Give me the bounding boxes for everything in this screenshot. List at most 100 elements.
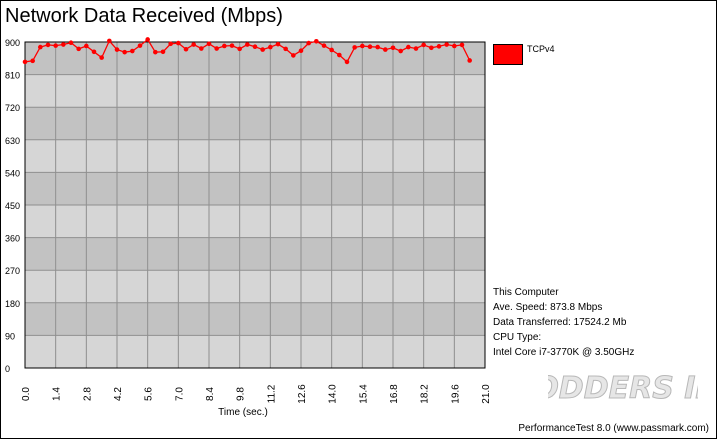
data-point xyxy=(452,43,457,49)
test-info-panel: This Computer Ave. Speed: 873.8 Mbps Dat… xyxy=(493,285,634,360)
x-tick-label: 19.6 xyxy=(450,384,461,404)
info-cpu-type: Intel Core i7-3770K @ 3.50GHz xyxy=(493,347,635,358)
x-axis-label: Time (sec.) xyxy=(218,407,268,418)
data-point xyxy=(22,59,28,65)
data-point xyxy=(122,49,127,55)
x-tick-label: 14.0 xyxy=(328,384,339,404)
data-point xyxy=(459,42,465,48)
plot-band xyxy=(25,172,485,205)
data-point xyxy=(360,43,365,49)
data-point xyxy=(367,44,373,50)
legend-label-tcpv4: TCPv4 xyxy=(527,44,555,54)
info-computer: This Computer xyxy=(493,287,559,298)
x-tick-label: 1.4 xyxy=(52,387,63,401)
y-tick-label: 270 xyxy=(5,266,20,276)
data-point xyxy=(436,44,442,49)
plot-band xyxy=(25,139,485,173)
axes xyxy=(24,41,486,369)
data-point xyxy=(252,44,258,50)
y-tick-label: 810 xyxy=(5,71,20,81)
x-tick-label: 21.0 xyxy=(481,384,492,404)
data-point xyxy=(444,42,449,47)
y-tick-label: 0 xyxy=(5,364,10,374)
info-data-transferred: Data Transferred: 17524.2 Mb xyxy=(493,317,627,328)
data-point xyxy=(275,41,281,47)
legend: TCPv4 xyxy=(493,44,583,66)
data-point xyxy=(291,53,296,58)
data-point xyxy=(314,38,319,44)
data-point xyxy=(206,41,212,47)
data-point xyxy=(199,46,204,51)
grid-lines xyxy=(24,41,486,369)
data-point xyxy=(329,47,334,53)
data-point xyxy=(383,47,388,52)
data-point xyxy=(191,42,196,47)
y-tick-label: 180 xyxy=(5,299,20,309)
data-point xyxy=(260,47,265,52)
data-point xyxy=(145,37,150,42)
data-point xyxy=(91,49,97,55)
x-tick-label: 5.6 xyxy=(144,387,155,401)
data-point xyxy=(38,44,43,50)
footer-credit: PerformanceTest 8.0 (www.passmark.com) xyxy=(518,423,709,434)
y-tick-label: 720 xyxy=(5,103,20,113)
data-point xyxy=(406,44,411,50)
data-point xyxy=(168,41,173,47)
x-tick-label: 18.2 xyxy=(420,384,431,404)
info-average-speed: Ave. Speed: 873.8 Mbps xyxy=(493,302,603,313)
data-point xyxy=(30,58,35,64)
data-point xyxy=(413,46,419,51)
plot-border xyxy=(24,41,486,369)
y-tick-label: 360 xyxy=(5,234,20,244)
y-tick-label: 450 xyxy=(5,201,20,211)
plot-band xyxy=(25,302,485,336)
info-cpu-label: CPU Type: xyxy=(493,332,542,343)
data-point xyxy=(237,46,242,52)
data-point xyxy=(130,48,135,54)
series-group xyxy=(22,37,472,65)
plot-band xyxy=(25,205,485,238)
plot-band xyxy=(25,237,485,271)
data-point xyxy=(114,47,120,52)
plot-band xyxy=(25,335,485,368)
x-tick-label: 15.4 xyxy=(358,384,369,404)
plot-band xyxy=(25,107,485,140)
data-point xyxy=(229,43,235,48)
data-point xyxy=(76,46,81,52)
data-point xyxy=(160,49,166,55)
data-point xyxy=(222,43,227,49)
x-tick-label: 16.8 xyxy=(389,384,400,404)
data-point xyxy=(390,45,396,51)
plot-band xyxy=(25,270,485,303)
data-point xyxy=(306,40,311,46)
data-point xyxy=(268,44,273,50)
y-tick-label: 630 xyxy=(5,136,20,146)
data-point xyxy=(375,44,380,50)
data-point xyxy=(137,43,143,48)
x-axis-ticks: 0.0 1.4 2.8 4.2 5.6 7.0 8.4 9.8 11.2 12.6 14.0 15.4… xyxy=(21,384,492,404)
data-point xyxy=(84,43,89,49)
data-point xyxy=(61,42,66,47)
legend-swatch xyxy=(493,44,523,65)
y-axis-ticks: 0 90 180 270 360 450 540 630 720 810 900 xyxy=(5,38,20,374)
x-tick-label: 9.8 xyxy=(236,387,247,401)
x-tick-label: 8.4 xyxy=(205,387,216,401)
data-point xyxy=(45,42,51,48)
data-point xyxy=(429,45,434,51)
data-point xyxy=(298,48,304,53)
x-tick-label: 0.0 xyxy=(21,387,32,401)
data-point xyxy=(68,40,74,46)
x-tick-label: 2.8 xyxy=(82,387,93,401)
x-tick-label: 12.6 xyxy=(297,384,308,404)
data-point xyxy=(245,42,250,47)
data-point xyxy=(176,40,181,46)
plot-band xyxy=(25,74,485,108)
chart-title: Network Data Received (Mbps) xyxy=(5,5,283,27)
x-tick-label: 11.2 xyxy=(266,384,277,403)
modders-inc-watermark: MODDERS INC xyxy=(548,371,698,407)
data-point xyxy=(344,59,350,65)
x-tick-label: 7.0 xyxy=(174,387,185,401)
data-point xyxy=(337,52,342,58)
plot-bands xyxy=(25,42,485,368)
